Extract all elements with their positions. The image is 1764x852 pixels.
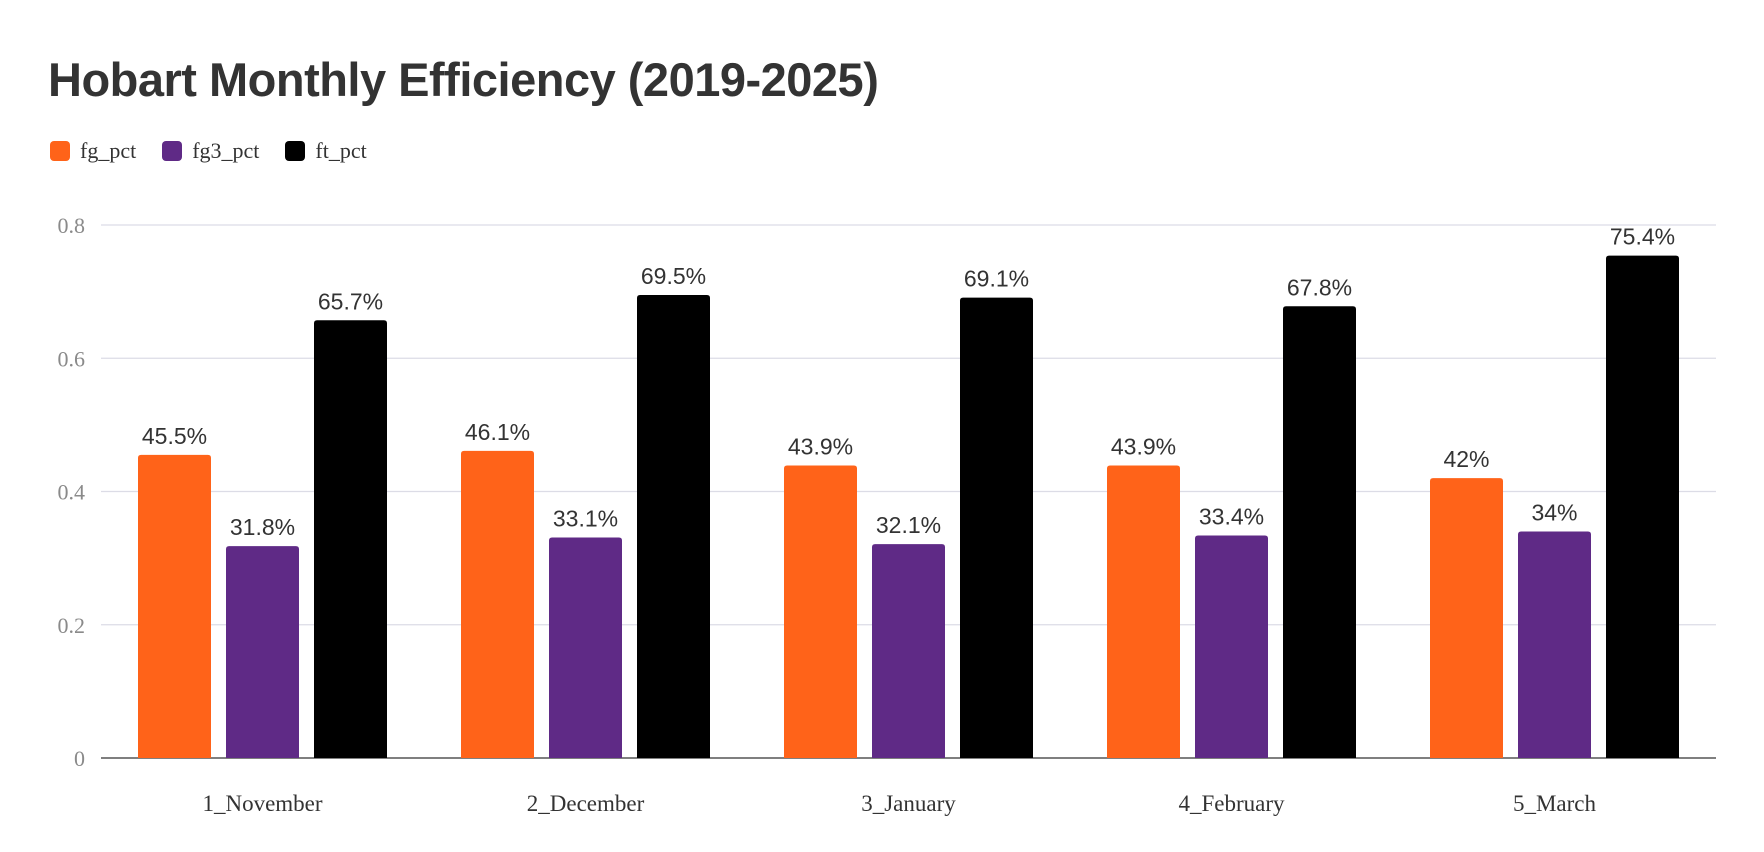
bar-fg3-pct: [226, 546, 299, 758]
bar-ft-pct: [960, 297, 1033, 758]
data-label: 32.1%: [876, 512, 941, 538]
data-label: 69.5%: [641, 263, 706, 289]
chart-legend: fg_pct fg3_pct ft_pct: [50, 138, 393, 164]
bar-fg-pct: [461, 450, 534, 758]
data-label: 67.8%: [1287, 274, 1352, 300]
legend-label-ft-pct: ft_pct: [315, 138, 367, 163]
bar-fg3-pct: [1195, 535, 1268, 758]
legend-label-fg-pct: fg_pct: [80, 138, 137, 163]
bar-fg3-pct: [1518, 531, 1591, 758]
legend-item-fg-pct: fg_pct: [50, 138, 136, 164]
x-tick-label: 4_February: [1178, 791, 1285, 816]
legend-swatch-fg3-pct: [162, 141, 183, 161]
bar-ft-pct: [314, 320, 387, 758]
y-tick-label: 0: [74, 746, 85, 771]
data-label: 65.7%: [318, 288, 383, 314]
y-tick-label: 0.2: [58, 613, 86, 638]
data-label: 34%: [1531, 499, 1577, 525]
legend-swatch-fg-pct: [50, 141, 70, 161]
bar-ft-pct: [1606, 255, 1679, 758]
x-tick-label: 3_January: [861, 791, 956, 816]
data-label: 75.4%: [1610, 224, 1675, 250]
bar-ft-pct: [637, 294, 710, 758]
data-label: 31.8%: [230, 514, 295, 540]
bar-fg3-pct: [872, 544, 945, 758]
x-tick-label: 1_November: [202, 791, 322, 816]
bar-fg3-pct: [549, 537, 622, 758]
data-label: 43.9%: [788, 434, 853, 460]
legend-item-fg3-pct: fg3_pct: [162, 138, 259, 164]
bar-ft-pct: [1283, 306, 1356, 758]
y-tick-label: 0.8: [58, 213, 86, 238]
data-label: 69.1%: [964, 266, 1029, 292]
data-label: 33.1%: [553, 505, 618, 531]
data-label: 45.5%: [142, 423, 207, 449]
data-label: 42%: [1443, 446, 1489, 472]
legend-item-ft-pct: ft_pct: [285, 138, 367, 164]
chart-title: Hobart Monthly Efficiency (2019-2025): [48, 53, 879, 106]
bar-fg-pct: [1430, 478, 1503, 758]
legend-label-fg3-pct: fg3_pct: [192, 138, 260, 163]
bar-fg-pct: [784, 465, 857, 758]
data-label: 43.9%: [1111, 434, 1176, 460]
data-label: 46.1%: [465, 419, 530, 445]
legend-swatch-ft-pct: [285, 141, 306, 161]
bar-fg-pct: [138, 454, 211, 758]
bar-fg-pct: [1107, 465, 1180, 758]
x-tick-label: 5_March: [1513, 791, 1597, 816]
y-tick-label: 0.6: [58, 346, 86, 371]
y-tick-label: 0.4: [58, 480, 86, 505]
data-label: 33.4%: [1199, 503, 1264, 529]
x-tick-label: 2_December: [527, 791, 645, 816]
